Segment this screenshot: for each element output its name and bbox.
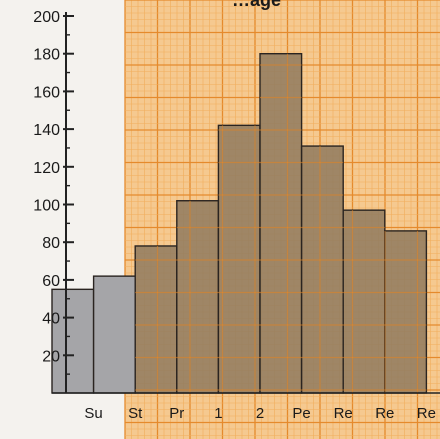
y-tick-label: 140 <box>33 122 60 139</box>
chart-title: …age <box>232 0 281 10</box>
bar <box>134 245 178 394</box>
bar <box>300 145 344 394</box>
bar-grid-overlay <box>135 53 427 393</box>
x-tick-label: Re <box>334 405 353 422</box>
y-tick-label: 20 <box>42 348 60 365</box>
y-tick-label: 180 <box>33 47 60 64</box>
x-axis-labels: Su St Pr 1 2 Pe Re Re Re <box>84 405 436 422</box>
x-tick-label: Pr <box>169 405 184 422</box>
y-tick-label: 200 <box>33 9 60 26</box>
y-tick-label: 80 <box>42 235 60 252</box>
bar <box>51 288 95 394</box>
y-tick-label: 60 <box>42 273 60 290</box>
y-tick-label: 40 <box>42 311 60 328</box>
x-tick-label: Re <box>375 405 394 422</box>
x-tick-label: Su <box>84 405 102 422</box>
x-tick-label: 1 <box>214 405 222 422</box>
bars-group <box>51 53 428 394</box>
x-tick-label: 2 <box>256 405 264 422</box>
y-tick-label: 120 <box>33 160 60 177</box>
y-tick-label: 160 <box>33 84 60 101</box>
bar <box>342 209 386 394</box>
x-tick-label: Pe <box>292 405 310 422</box>
bar <box>176 200 220 394</box>
bar <box>217 124 261 394</box>
y-axis: 20 40 60 80 100 120 140 160 180 200 <box>33 9 440 394</box>
x-tick-label: St <box>128 405 143 422</box>
y-tick-label: 100 <box>33 198 60 215</box>
bar <box>92 275 136 394</box>
x-tick-label: Re <box>417 405 436 422</box>
bar <box>384 230 428 394</box>
bar <box>259 53 303 394</box>
